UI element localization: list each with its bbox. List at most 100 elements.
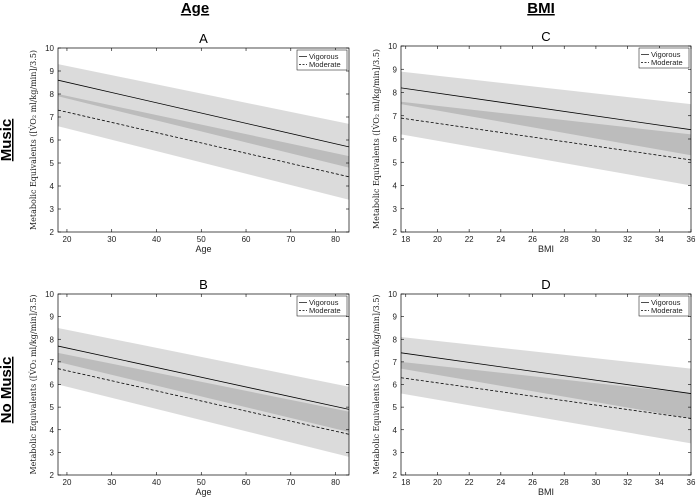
x-tick-label: 36: [687, 478, 696, 487]
plot-area: [401, 336, 691, 444]
y-tick-label: 2: [50, 471, 55, 480]
x-axis-label: Age: [195, 244, 211, 254]
panel-letter: B: [199, 277, 208, 292]
legend-box: [296, 49, 348, 71]
panel-letter: C: [541, 29, 550, 44]
panel-letter: D: [541, 277, 550, 292]
legend-label-vigorous: Vigorous: [651, 50, 681, 59]
y-tick-label: 10: [45, 290, 54, 299]
y-tick-label: 4: [393, 426, 398, 435]
x-tick-label: 32: [623, 235, 632, 244]
x-tick-label: 20: [63, 478, 72, 487]
x-tick-label: 70: [286, 235, 295, 244]
legend-label-vigorous: Vigorous: [309, 52, 339, 61]
y-tick-label: 7: [50, 113, 55, 122]
plot-area: [401, 71, 691, 186]
x-tick-label: 40: [152, 235, 161, 244]
ci-band-vigorous: [401, 71, 691, 156]
x-tick-label: 34: [655, 478, 664, 487]
x-tick-label: 22: [465, 235, 474, 244]
y-tick-label: 10: [45, 44, 54, 53]
row-title-music: Music: [0, 119, 15, 162]
legend-label-moderate: Moderate: [651, 306, 683, 315]
y-tick-label: 6: [50, 381, 55, 390]
y-tick-label: 7: [50, 358, 55, 367]
y-tick-label: 2: [393, 471, 398, 480]
x-tick-label: 18: [401, 478, 410, 487]
x-tick-label: 30: [591, 235, 600, 244]
x-tick-label: 30: [591, 478, 600, 487]
series-line-vigorous: [58, 345, 349, 410]
legend-label-vigorous: Vigorous: [309, 298, 339, 307]
y-tick-label: 5: [50, 403, 55, 412]
legend-label-vigorous: Vigorous: [651, 298, 681, 307]
y-tick-label: 5: [393, 158, 398, 167]
y-tick-label: 9: [50, 67, 55, 76]
x-tick-label: 34: [655, 235, 664, 244]
y-tick-label: 7: [393, 358, 398, 367]
y-tick-label: 8: [393, 89, 398, 98]
x-tick-label: 26: [528, 235, 537, 244]
x-tick-label: 80: [331, 478, 340, 487]
x-tick-label: 30: [107, 235, 116, 244]
legend-label-moderate: Moderate: [309, 60, 341, 69]
x-tick-label: 70: [286, 478, 295, 487]
y-tick-label: 6: [393, 135, 398, 144]
chart-panel-b: 2 3 4 5 6 7 8 9 10 20 30 40 50 60 70 80 Age Metabolic Equ…: [29, 277, 350, 497]
x-axis-label: BMI: [538, 244, 554, 254]
y-axis-label: Metabolic Equivalents ([V̇O₂ ml/kg/min]/…: [29, 294, 38, 474]
y-tick-label: 2: [393, 228, 398, 237]
legend-label-moderate: Moderate: [309, 306, 341, 315]
y-tick-label: 6: [393, 381, 398, 390]
series-line-vigorous: [401, 352, 691, 394]
x-tick-label: 28: [560, 478, 569, 487]
ci-band-vigorous: [401, 336, 691, 419]
x-tick-label: 26: [528, 478, 537, 487]
plot-area: [58, 327, 349, 457]
x-tick-label: 24: [496, 478, 505, 487]
ci-band-moderate: [58, 352, 349, 457]
y-tick-label: 8: [50, 90, 55, 99]
column-title-bmi: BMI: [527, 0, 555, 17]
x-tick-label: 50: [197, 478, 206, 487]
row-title-no-music: No Music: [0, 357, 15, 424]
y-tick-label: 9: [393, 313, 398, 322]
y-tick-label: 8: [393, 335, 398, 344]
panel-letter: A: [199, 31, 208, 46]
x-tick-label: 40: [152, 478, 161, 487]
y-tick-label: 3: [50, 448, 55, 457]
y-axis-label: Metabolic Equivalents ([V̇O₂ ml/kg/min]/…: [372, 49, 381, 229]
ci-band-moderate: [401, 101, 691, 186]
x-tick-label: 80: [331, 235, 340, 244]
y-tick-label: 5: [393, 403, 398, 412]
chart-panel-a: 2 3 4 5 6 7 8 9 10 20 30 40 50 60 70 80 Age Metabolic Equ…: [29, 31, 350, 254]
series-line-moderate: [401, 117, 691, 161]
y-tick-label: 2: [50, 228, 55, 237]
y-tick-label: 10: [388, 290, 397, 299]
y-tick-label: 3: [393, 448, 398, 457]
y-tick-label: 3: [393, 205, 398, 214]
x-axis-label: BMI: [538, 487, 554, 497]
x-tick-label: 32: [623, 478, 632, 487]
ci-band-moderate: [58, 94, 349, 200]
series-line-vigorous: [58, 79, 349, 148]
plot-area: [58, 64, 349, 200]
x-tick-label: 30: [107, 478, 116, 487]
x-tick-label: 36: [687, 235, 696, 244]
y-tick-label: 3: [50, 205, 55, 214]
y-tick-label: 5: [50, 159, 55, 168]
x-axis-label: Age: [195, 487, 211, 497]
legend-box: [296, 295, 348, 317]
legend-box: [638, 47, 690, 69]
y-tick-label: 10: [388, 42, 397, 51]
x-tick-label: 24: [496, 235, 505, 244]
y-axis-label: Metabolic Equivalents ([V̇O₂ ml/kg/min]/…: [29, 50, 38, 230]
y-tick-label: 7: [393, 112, 398, 121]
